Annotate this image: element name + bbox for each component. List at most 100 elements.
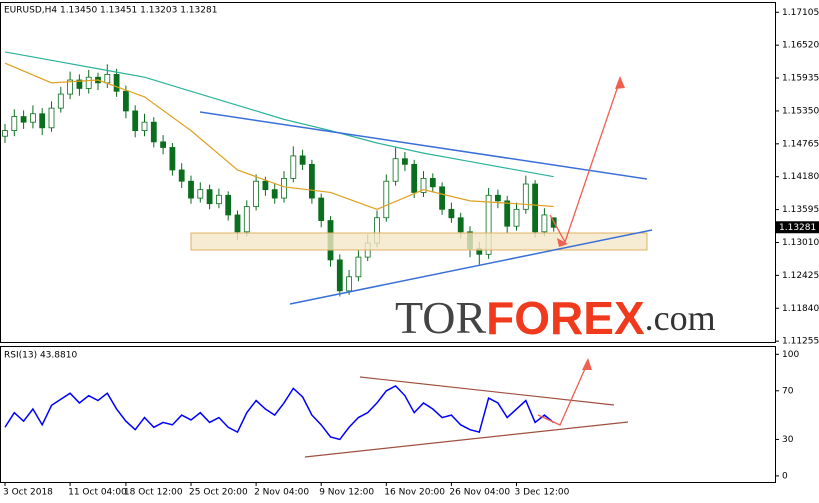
candle-body <box>420 178 427 193</box>
x-tick-label: 3 Oct 2018 <box>3 488 53 498</box>
candle-body <box>11 116 18 132</box>
moving-average <box>4 62 554 210</box>
y-tick-label: 1.13010 <box>782 238 819 248</box>
candle-body <box>336 259 343 292</box>
candle-body <box>197 189 204 199</box>
candle-body <box>532 183 538 233</box>
y-tick-label: 0 <box>782 471 788 481</box>
candle-body <box>243 206 250 233</box>
y-tick-label: 30 <box>782 435 794 445</box>
candle-body <box>253 180 260 207</box>
x-tick-label: 25 Oct 20:00 <box>189 488 248 498</box>
forecast-arrow <box>537 361 589 426</box>
watermark-part: .com <box>645 298 716 338</box>
candle-body <box>262 180 269 191</box>
candle-body <box>57 93 64 109</box>
watermark-part: FOREX <box>486 292 645 344</box>
candle-body <box>188 180 194 199</box>
candle-body <box>48 107 55 129</box>
candle-body <box>401 158 408 165</box>
y-tick-label: 1.14765 <box>782 139 819 149</box>
y-tick-label: 1.11840 <box>782 304 819 314</box>
y-tick-label: 1.14180 <box>782 172 819 182</box>
candle-body <box>20 116 27 123</box>
candle-body <box>123 90 129 112</box>
candle-body <box>299 155 306 165</box>
candle-body <box>513 208 520 227</box>
x-tick-label: 2 Nov 04:00 <box>254 488 309 498</box>
candle-body <box>457 217 464 233</box>
candle-body <box>141 121 148 132</box>
rsi-line <box>4 384 555 441</box>
chart-header: EURUSD,H4 1.13450 1.13451 1.13203 1.1328… <box>4 6 217 16</box>
candle-body <box>113 73 120 92</box>
y-tick-label: 1.11255 <box>782 337 819 347</box>
y-tick-label: 1.12425 <box>782 271 819 281</box>
x-tick-label: 18 Oct 12:00 <box>124 488 183 498</box>
candle-body <box>104 73 111 84</box>
x-tick-label: 16 Nov 20:00 <box>384 488 445 498</box>
candle-body <box>281 178 287 199</box>
candle-body <box>383 180 390 219</box>
y-tick-label: 1.16520 <box>782 41 819 51</box>
y-tick-label: 1.13595 <box>782 205 819 215</box>
candle-body <box>215 194 222 205</box>
y-tick-label: 100 <box>782 350 799 360</box>
candle-body <box>85 76 92 89</box>
current-price: 1.13281 <box>779 223 816 233</box>
rsi-trend-line <box>304 421 629 458</box>
moving-average <box>4 51 554 178</box>
candle-body <box>429 178 436 188</box>
candle-body <box>355 256 362 278</box>
candle-body <box>150 121 157 143</box>
arrow-head <box>615 76 625 89</box>
y-tick-label: 1.15350 <box>782 106 819 116</box>
y-tick-label: 70 <box>782 386 794 396</box>
candle-body <box>411 163 418 193</box>
arrow-head <box>582 358 592 370</box>
candle-body <box>225 194 232 216</box>
candle-body <box>2 130 8 137</box>
x-tick-label: 3 Dec 12:00 <box>515 488 570 498</box>
candle-body <box>234 214 241 233</box>
support-zone <box>190 232 648 251</box>
arrow-head <box>557 238 568 247</box>
watermark-part: TOR <box>395 292 486 343</box>
candle-body <box>308 163 315 199</box>
rsi-panel <box>0 346 776 483</box>
candle-body <box>132 110 139 132</box>
candle-body <box>541 214 548 233</box>
candle-body <box>504 200 511 227</box>
candle-body <box>169 147 176 171</box>
candle-body <box>522 183 529 210</box>
forecast-arrow <box>549 79 621 244</box>
y-tick-label: 1.15935 <box>782 74 819 84</box>
candle-body <box>485 194 492 255</box>
candle-body <box>494 194 501 202</box>
candle-body <box>271 189 278 199</box>
x-tick-label: 26 Nov 04:00 <box>449 488 510 498</box>
rsi-title: RSI(13) 43.8810 <box>4 351 77 361</box>
candle-body <box>160 141 167 148</box>
price-marker <box>776 221 819 234</box>
watermark: TORFOREX.com <box>395 292 716 345</box>
trend-line <box>199 111 648 180</box>
x-tick-label: 9 Nov 12:00 <box>319 488 374 498</box>
candle-body <box>178 169 185 182</box>
trend-line <box>289 229 653 305</box>
candle-body <box>29 113 36 123</box>
price-panel <box>0 2 776 343</box>
candle-body <box>39 113 46 129</box>
candle-body <box>318 197 325 221</box>
candle-body <box>439 186 446 210</box>
candle-body <box>392 158 399 182</box>
x-tick-label: 11 Oct 04:00 <box>68 488 127 498</box>
candle-body <box>290 155 297 179</box>
candle-body <box>206 189 213 205</box>
candle-body <box>346 276 353 292</box>
candle-body <box>448 208 455 219</box>
candle-body <box>67 79 73 95</box>
y-tick-label: 1.17105 <box>782 8 819 18</box>
candle-body <box>76 79 83 89</box>
